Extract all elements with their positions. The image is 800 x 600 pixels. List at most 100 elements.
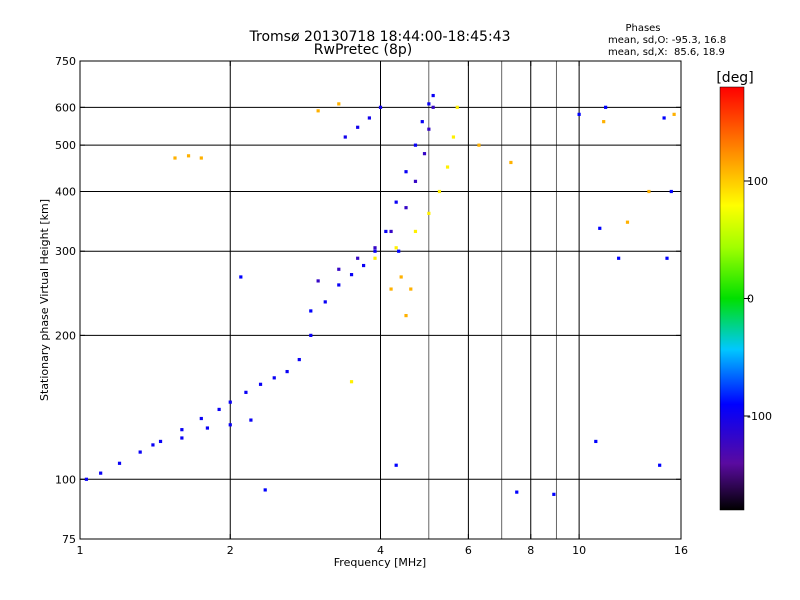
data-point — [427, 127, 431, 131]
data-point — [316, 279, 320, 283]
data-point — [669, 189, 673, 194]
stats-line-o: mean, sd,O: -95.3, 16.8 — [608, 35, 726, 46]
x-tick-label: 2 — [227, 544, 234, 557]
data-point — [658, 463, 662, 467]
data-point — [309, 333, 313, 337]
data-point — [413, 179, 418, 183]
data-point — [205, 426, 210, 430]
data-point — [316, 109, 320, 113]
data-point — [665, 256, 669, 260]
y-axis-label: Stationary phase Virtual Height [km] — [38, 199, 51, 401]
data-point — [378, 105, 383, 109]
data-point — [384, 229, 388, 234]
data-point — [373, 246, 377, 250]
data-point — [323, 300, 327, 304]
data-point — [337, 267, 341, 271]
data-point — [604, 105, 608, 109]
data-point — [343, 135, 347, 139]
chart-title: Tromsø 20130718 18:44:00-18:45:43 — [249, 29, 511, 45]
data-point — [117, 461, 122, 465]
data-point — [420, 120, 424, 124]
data-point — [263, 488, 267, 492]
data-point — [356, 125, 360, 129]
chart-subtitle: RwPretec (8p) — [314, 42, 412, 58]
colorbar-tick-label: 100 — [747, 175, 768, 188]
data-point — [413, 229, 418, 234]
data-point — [404, 170, 408, 174]
data-point — [199, 416, 203, 421]
y-tick-label: 300 — [55, 245, 76, 258]
data-point — [509, 160, 513, 165]
data-point — [602, 120, 606, 124]
data-point — [399, 275, 403, 279]
data-point — [337, 102, 341, 106]
data-point — [180, 428, 184, 432]
data-point — [158, 439, 163, 444]
data-point — [577, 112, 581, 116]
data-point — [297, 357, 301, 362]
data-point — [394, 246, 398, 250]
y-tick-label: 75 — [62, 533, 76, 546]
data-point — [404, 206, 408, 210]
axis-ticks: 1 2 4 6 8 10 16 75 100 200 300 400 500 600 750 — [55, 55, 688, 557]
x-tick-label: 10 — [572, 544, 586, 557]
data-point — [285, 369, 289, 374]
data-point — [228, 400, 232, 404]
data-point — [437, 189, 442, 194]
data-points — [84, 93, 676, 496]
data-point — [99, 471, 103, 475]
data-point — [138, 450, 142, 454]
y-tick-label: 200 — [55, 329, 76, 342]
x-tick-label: 1 — [77, 544, 84, 557]
data-point — [409, 287, 413, 291]
data-point — [397, 249, 401, 253]
data-point — [186, 154, 191, 158]
grid-lines — [80, 61, 681, 539]
x-tick-label: 16 — [674, 544, 688, 557]
colorbar-ticks: 100 0 -100 — [744, 175, 772, 423]
data-point — [272, 376, 276, 380]
data-point — [389, 287, 393, 291]
data-point — [217, 407, 221, 412]
data-point — [362, 263, 366, 268]
data-point — [662, 116, 666, 120]
data-point — [422, 152, 427, 156]
data-point — [617, 256, 621, 260]
data-point — [239, 275, 243, 279]
data-point — [552, 492, 556, 496]
data-point — [356, 256, 360, 260]
data-point — [431, 105, 435, 109]
data-point — [349, 273, 354, 277]
x-tick-label: 6 — [465, 544, 472, 557]
x-tick-label: 4 — [377, 544, 384, 557]
stats-line-x: mean, sd,X: 85.6, 18.9 — [608, 47, 725, 58]
data-point — [199, 156, 203, 160]
x-tick-label: 8 — [527, 544, 534, 557]
colorbar-tick-label: -100 — [747, 410, 772, 423]
y-tick-label: 500 — [55, 139, 76, 152]
data-point — [373, 249, 377, 253]
data-point — [445, 165, 450, 169]
data-point — [244, 390, 248, 394]
data-point — [451, 135, 456, 139]
data-point — [413, 143, 418, 147]
data-point — [455, 105, 459, 109]
y-tick-label: 750 — [55, 55, 76, 68]
stats-heading: Phases — [625, 23, 660, 34]
data-point — [431, 93, 435, 98]
data-point — [389, 229, 393, 234]
data-point — [394, 200, 398, 204]
data-point — [515, 490, 519, 494]
data-point — [367, 116, 371, 120]
x-axis-label: Frequency [MHz] — [334, 556, 426, 569]
data-point — [249, 418, 253, 422]
data-point — [258, 382, 263, 386]
data-point — [404, 314, 408, 318]
data-point — [394, 463, 398, 467]
data-point — [672, 112, 676, 116]
data-point — [598, 226, 602, 230]
data-point — [228, 423, 232, 427]
data-point — [151, 443, 155, 447]
data-point — [373, 256, 377, 260]
